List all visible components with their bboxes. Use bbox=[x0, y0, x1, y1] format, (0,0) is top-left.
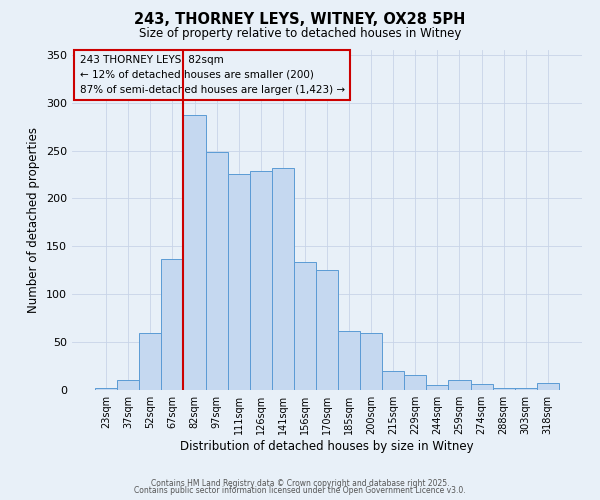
Text: Contains HM Land Registry data © Crown copyright and database right 2025.: Contains HM Land Registry data © Crown c… bbox=[151, 478, 449, 488]
Bar bbox=[448, 380, 470, 390]
X-axis label: Distribution of detached houses by size in Witney: Distribution of detached houses by size … bbox=[180, 440, 474, 453]
Bar bbox=[161, 259, 184, 390]
Bar bbox=[95, 388, 117, 390]
Y-axis label: Number of detached properties: Number of detached properties bbox=[28, 127, 40, 313]
Bar bbox=[316, 270, 338, 390]
Bar bbox=[515, 388, 537, 390]
Bar bbox=[227, 174, 250, 390]
Bar bbox=[470, 384, 493, 390]
Bar bbox=[404, 374, 427, 390]
Text: Size of property relative to detached houses in Witney: Size of property relative to detached ho… bbox=[139, 28, 461, 40]
Bar bbox=[139, 332, 161, 390]
Bar bbox=[382, 371, 404, 390]
Bar bbox=[206, 152, 227, 390]
Bar bbox=[360, 332, 382, 390]
Bar bbox=[117, 380, 139, 390]
Text: 243, THORNEY LEYS, WITNEY, OX28 5PH: 243, THORNEY LEYS, WITNEY, OX28 5PH bbox=[134, 12, 466, 28]
Text: 243 THORNEY LEYS: 82sqm
← 12% of detached houses are smaller (200)
87% of semi-d: 243 THORNEY LEYS: 82sqm ← 12% of detache… bbox=[80, 55, 345, 94]
Text: Contains public sector information licensed under the Open Government Licence v3: Contains public sector information licen… bbox=[134, 486, 466, 495]
Bar bbox=[294, 262, 316, 390]
Bar bbox=[338, 330, 360, 390]
Bar bbox=[272, 168, 294, 390]
Bar bbox=[537, 384, 559, 390]
Bar bbox=[250, 170, 272, 390]
Bar bbox=[493, 388, 515, 390]
Bar bbox=[427, 385, 448, 390]
Bar bbox=[184, 115, 206, 390]
